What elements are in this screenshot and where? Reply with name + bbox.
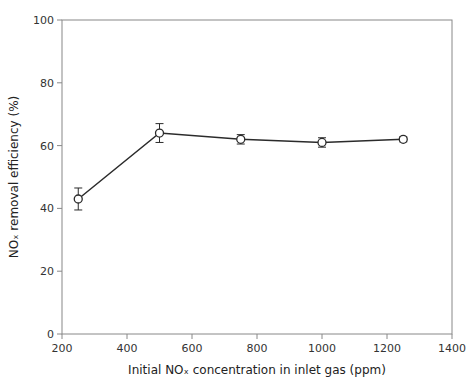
series — [74, 124, 407, 210]
error-bar — [318, 138, 326, 147]
x-tick-label: 400 — [117, 342, 138, 355]
y-tick-label: 40 — [40, 202, 54, 215]
y-tick — [57, 271, 62, 272]
y-tick — [57, 145, 62, 146]
point — [156, 129, 164, 137]
x-tick — [387, 334, 388, 339]
x-tick-label: 1400 — [438, 342, 466, 355]
error-bar — [74, 188, 82, 210]
x-tick — [452, 334, 453, 339]
x-tick — [257, 334, 258, 339]
chart: 200 400 600 800 1000 1200 1400 0 20 40 60 80 100 Init… — [0, 0, 474, 392]
x-tick-label: 200 — [52, 342, 73, 355]
x-tick-label: 1000 — [308, 342, 336, 355]
x-tick — [322, 334, 323, 339]
y-tick-label: 20 — [40, 265, 54, 278]
x-tick-label: 1200 — [373, 342, 401, 355]
point — [237, 135, 245, 143]
x-tick-label: 800 — [247, 342, 268, 355]
x-tick — [192, 334, 193, 339]
x-axis-label: Initial NOₓ concentration in inlet gas (… — [128, 363, 386, 377]
y-tick-label: 0 — [47, 328, 54, 341]
x-tick — [127, 334, 128, 339]
plot-frame — [62, 20, 452, 334]
error-bar — [156, 124, 164, 143]
error-bar — [237, 135, 245, 144]
y-axis-label: NOₓ removal efficiency (%) — [7, 96, 21, 258]
y-tick — [57, 334, 62, 335]
x-axis: 200 400 600 800 1000 1200 1400 — [52, 334, 467, 355]
point — [318, 138, 326, 146]
point — [399, 135, 407, 143]
y-tick — [57, 82, 62, 83]
y-tick-label: 100 — [33, 14, 54, 27]
x-tick — [62, 334, 63, 339]
y-tick-label: 80 — [40, 77, 54, 90]
y-tick — [57, 20, 62, 21]
x-tick-label: 600 — [182, 342, 203, 355]
line — [78, 133, 403, 199]
y-tick-label: 60 — [40, 140, 54, 153]
y-axis: 0 20 40 60 80 100 — [33, 14, 62, 341]
y-tick — [57, 208, 62, 209]
point — [74, 195, 82, 203]
